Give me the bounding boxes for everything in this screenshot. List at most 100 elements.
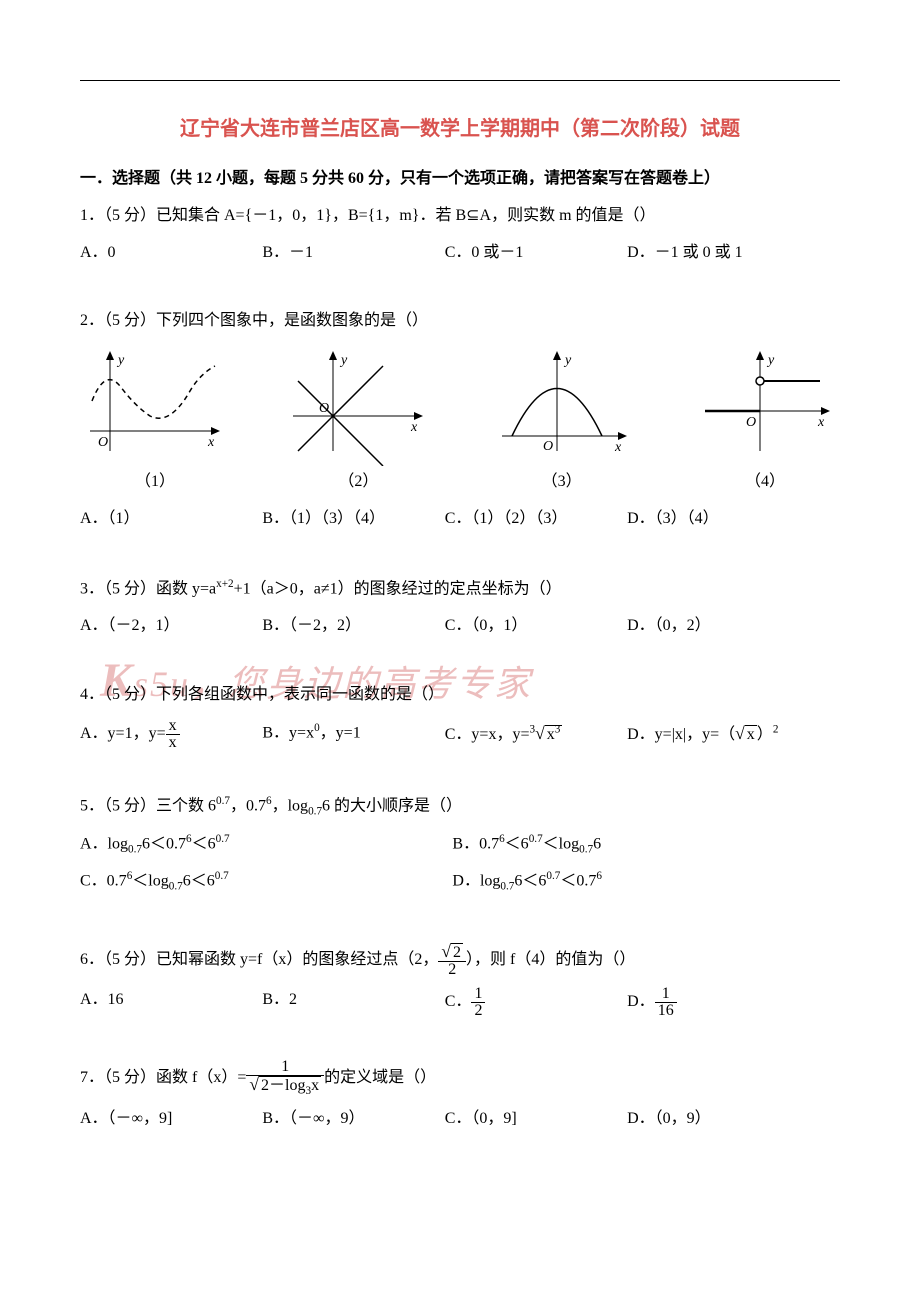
q4-opt-d: D．y=|x|，y=（√x）2 bbox=[627, 718, 794, 751]
q3-opt-c: C．（0，1） bbox=[445, 612, 612, 641]
q7-opt-b: B．（－∞，9） bbox=[262, 1105, 429, 1134]
q5-pre: 5．（5 分）三个数 6 bbox=[80, 797, 216, 814]
q2-opt-c: C．（1）（2）（3） bbox=[445, 505, 612, 534]
q1-options: A．0 B．－1 C．0 或－1 D．－1 或 0 或 1 bbox=[80, 239, 840, 268]
q6c-den: 2 bbox=[471, 1003, 485, 1019]
q4a-num: x bbox=[166, 718, 180, 735]
q6d-num: 1 bbox=[655, 986, 677, 1003]
svg-text:O: O bbox=[543, 439, 553, 454]
q7-options: A．（－∞，9] B．（－∞，9） C．（0，9] D．（0，9） bbox=[80, 1105, 840, 1134]
q1-opt-a: A．0 bbox=[80, 239, 247, 268]
q4c-sup: 3 bbox=[555, 723, 561, 735]
svg-text:x: x bbox=[614, 440, 622, 455]
q6c-pre: C． bbox=[445, 993, 472, 1010]
q3-options: A．（－2，1） B．（－2，2） C．（0，1） D．（0，2） bbox=[80, 612, 840, 641]
q4c-arg: x bbox=[547, 726, 555, 743]
q3-text: 3．（5 分）函数 y=ax+2+1（a＞0，a≠1）的图象经过的定点坐标为（） bbox=[80, 574, 840, 604]
graph-2-svg: y x O bbox=[283, 346, 433, 466]
q6-opt-a: A．16 bbox=[80, 986, 247, 1019]
svg-text:x: x bbox=[817, 415, 825, 430]
q6-den: 2 bbox=[438, 962, 466, 978]
graph-4: y x O （4） bbox=[690, 346, 840, 497]
graph-1-label: （1） bbox=[80, 468, 230, 497]
q4c-pre: C．y=x，y= bbox=[445, 726, 530, 743]
q5-options: A．log0.76＜0.76＜60.7 B．0.76＜60.7＜log0.76 … bbox=[80, 829, 840, 902]
q2-opt-b: B．（1）（3）（4） bbox=[262, 505, 429, 534]
q1-opt-d: D．－1 或 0 或 1 bbox=[627, 239, 794, 268]
question-3: 3．（5 分）函数 y=ax+2+1（a＞0，a≠1）的图象经过的定点坐标为（）… bbox=[80, 574, 840, 641]
q2-text: 2．（5 分）下列四个图象中，是函数图象的是（） bbox=[80, 307, 840, 336]
question-6: 6．（5 分）已知幂函数 y=f（x）的图象经过点（2，√22），则 f（4）的… bbox=[80, 943, 840, 1019]
q1-opt-b: B．－1 bbox=[262, 239, 429, 268]
svg-text:y: y bbox=[339, 353, 348, 368]
q5-opt-a: A．log0.76＜0.76＜60.7 bbox=[80, 829, 445, 860]
svg-text:x: x bbox=[207, 435, 215, 450]
section1-heading: 一．选择题（共 12 小题，每题 5 分共 60 分，只有一个选项正确，请把答案… bbox=[80, 165, 840, 194]
q4d-pre: D．y=|x|，y=（ bbox=[627, 726, 735, 743]
q5-m1: ，0.7 bbox=[230, 797, 266, 814]
q6-pre: 6．（5 分）已知幂函数 y=f（x）的图象经过点（2， bbox=[80, 951, 438, 968]
q6-opt-d: D．116 bbox=[627, 986, 794, 1019]
q7-post: 的定义域是（） bbox=[324, 1068, 436, 1085]
q5-sub: 0.7 bbox=[308, 805, 322, 817]
q4d-post: ） bbox=[757, 726, 773, 743]
q3-opt-a: A．（－2，1） bbox=[80, 612, 247, 641]
svg-text:O: O bbox=[746, 415, 756, 430]
question-7: 7．（5 分）函数 f（x）=1√2－log3x的定义域是（） A．（－∞，9]… bbox=[80, 1059, 840, 1134]
q4a-den: x bbox=[166, 735, 180, 751]
q7-den-post: x bbox=[311, 1077, 319, 1094]
q3-sup: x+2 bbox=[216, 578, 234, 590]
q4-opt-b: B．y=x0，y=1 bbox=[262, 718, 429, 751]
graph-3-svg: y x O bbox=[487, 346, 637, 466]
q6-opt-b: B．2 bbox=[262, 986, 429, 1019]
q7-opt-c: C．（0，9] bbox=[445, 1105, 612, 1134]
q6-options: A．16 B．2 C．12 D．116 bbox=[80, 986, 840, 1019]
graph-1-svg: y x O bbox=[80, 346, 230, 466]
q5-text: 5．（5 分）三个数 60.7，0.76，log0.76 的大小顺序是（） bbox=[80, 791, 840, 822]
graph-4-label: （4） bbox=[690, 468, 840, 497]
q7-opt-a: A．（－∞，9] bbox=[80, 1105, 247, 1134]
svg-text:y: y bbox=[563, 353, 572, 368]
q6-opt-c: C．12 bbox=[445, 986, 612, 1019]
q4d-arg: x bbox=[745, 725, 757, 743]
q4b-post: ，y=1 bbox=[320, 724, 361, 741]
q4a-pre: A．y=1，y= bbox=[80, 725, 166, 742]
svg-text:O: O bbox=[98, 435, 108, 450]
question-4: 4．（5 分）下列各组函数中，表示同一函数的是（） A．y=1，y=xx B．y… bbox=[80, 681, 840, 751]
question-2: 2．（5 分）下列四个图象中，是函数图象的是（） y x O （1） y bbox=[80, 307, 840, 533]
graph-4-svg: y x O bbox=[690, 346, 840, 466]
q4-options: A．y=1，y=xx B．y=x0，y=1 C．y=x，y=3√x3 D．y=|… bbox=[80, 718, 840, 751]
top-rule bbox=[80, 80, 840, 81]
q7-pre: 7．（5 分）函数 f（x）= bbox=[80, 1068, 246, 1085]
graph-3-label: （3） bbox=[487, 468, 637, 497]
q5-opt-b: B．0.76＜60.7＜log0.76 bbox=[452, 829, 817, 860]
q2-opt-a: A．（1） bbox=[80, 505, 247, 534]
graph-3: y x O （3） bbox=[487, 346, 637, 497]
q1-opt-c: C．0 或－1 bbox=[445, 239, 612, 268]
exam-title: 辽宁省大连市普兰店区高一数学上学期期中（第二次阶段）试题 bbox=[80, 111, 840, 147]
q7-opt-d: D．（0，9） bbox=[627, 1105, 794, 1134]
q6d-den: 16 bbox=[655, 1003, 677, 1019]
svg-text:x: x bbox=[410, 420, 418, 435]
q2-graphs: y x O （1） y x O （2） bbox=[80, 346, 840, 497]
q5-post: 6 的大小顺序是（） bbox=[322, 797, 462, 814]
q3-pre: 3．（5 分）函数 y=a bbox=[80, 580, 216, 597]
question-5: 5．（5 分）三个数 60.7，0.76，log0.76 的大小顺序是（） A．… bbox=[80, 791, 840, 903]
svg-text:y: y bbox=[116, 353, 125, 368]
q6d-pre: D． bbox=[627, 993, 655, 1010]
question-1: 1．（5 分）已知集合 A={－1，0，1}，B={1，m}．若 B⊆A，则实数… bbox=[80, 202, 840, 268]
q5-s1: 0.7 bbox=[216, 795, 230, 807]
q6-text: 6．（5 分）已知幂函数 y=f（x）的图象经过点（2，√22），则 f（4）的… bbox=[80, 943, 840, 978]
q1-text: 1．（5 分）已知集合 A={－1，0，1}，B={1，m}．若 B⊆A，则实数… bbox=[80, 202, 840, 231]
graph-2-label: （2） bbox=[283, 468, 433, 497]
q5-opt-c: C．0.76＜log0.76＜60.7 bbox=[80, 866, 445, 897]
graph-1: y x O （1） bbox=[80, 346, 230, 497]
q3-post: +1（a＞0，a≠1）的图象经过的定点坐标为（） bbox=[234, 580, 562, 597]
q4d-sup: 2 bbox=[773, 723, 779, 735]
q5-m2: ，log bbox=[272, 797, 308, 814]
q4b-pre: B．y=x bbox=[262, 724, 314, 741]
q3-opt-b: B．（－2，2） bbox=[262, 612, 429, 641]
graph-2: y x O （2） bbox=[283, 346, 433, 497]
q5-opt-d: D．log0.76＜60.7＜0.76 bbox=[452, 866, 817, 897]
svg-text:y: y bbox=[766, 353, 775, 368]
